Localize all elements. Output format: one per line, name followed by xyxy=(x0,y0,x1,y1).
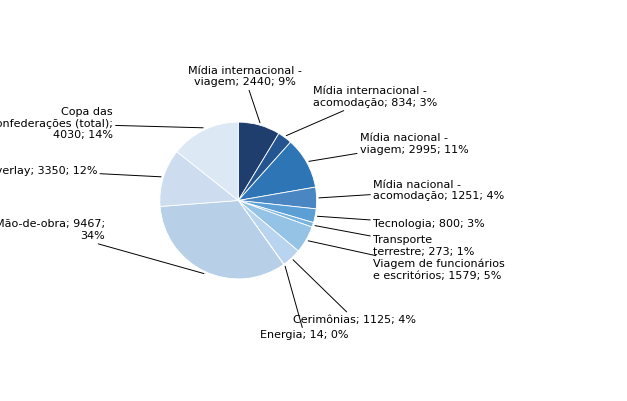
Wedge shape xyxy=(238,134,290,200)
Text: Cerimônias; 1125; 4%: Cerimônias; 1125; 4% xyxy=(293,260,416,325)
Text: Mão-de-obra; 9467;
34%: Mão-de-obra; 9467; 34% xyxy=(0,219,204,273)
Wedge shape xyxy=(238,122,279,200)
Text: Mídia internacional -
acomodação; 834; 3%: Mídia internacional - acomodação; 834; 3… xyxy=(287,86,437,136)
Text: Mídia internacional -
viagem; 2440; 9%: Mídia internacional - viagem; 2440; 9% xyxy=(187,66,302,123)
Text: Copa das
Confederações (total);
4030; 14%: Copa das Confederações (total); 4030; 14… xyxy=(0,107,203,140)
Text: Energia; 14; 0%: Energia; 14; 0% xyxy=(260,266,349,340)
Text: Tecnologia; 800; 3%: Tecnologia; 800; 3% xyxy=(317,216,485,229)
Text: Transporte
terrestre; 273; 1%: Transporte terrestre; 273; 1% xyxy=(315,226,475,257)
Text: Overlay; 3350; 12%: Overlay; 3350; 12% xyxy=(0,166,161,177)
Wedge shape xyxy=(238,200,314,227)
Wedge shape xyxy=(160,200,283,279)
Text: Viagem de funcionários
e escritórios; 1579; 5%: Viagem de funcionários e escritórios; 15… xyxy=(308,241,505,281)
Wedge shape xyxy=(238,200,312,251)
Text: Mídia nacional -
viagem; 2995; 11%: Mídia nacional - viagem; 2995; 11% xyxy=(309,133,468,161)
Wedge shape xyxy=(238,200,284,264)
Wedge shape xyxy=(238,200,316,223)
Text: Mídia nacional -
acomodação; 1251; 4%: Mídia nacional - acomodação; 1251; 4% xyxy=(319,180,504,201)
Wedge shape xyxy=(238,187,317,209)
Wedge shape xyxy=(238,200,298,264)
Wedge shape xyxy=(238,142,315,200)
Wedge shape xyxy=(177,122,238,200)
Wedge shape xyxy=(160,152,238,207)
